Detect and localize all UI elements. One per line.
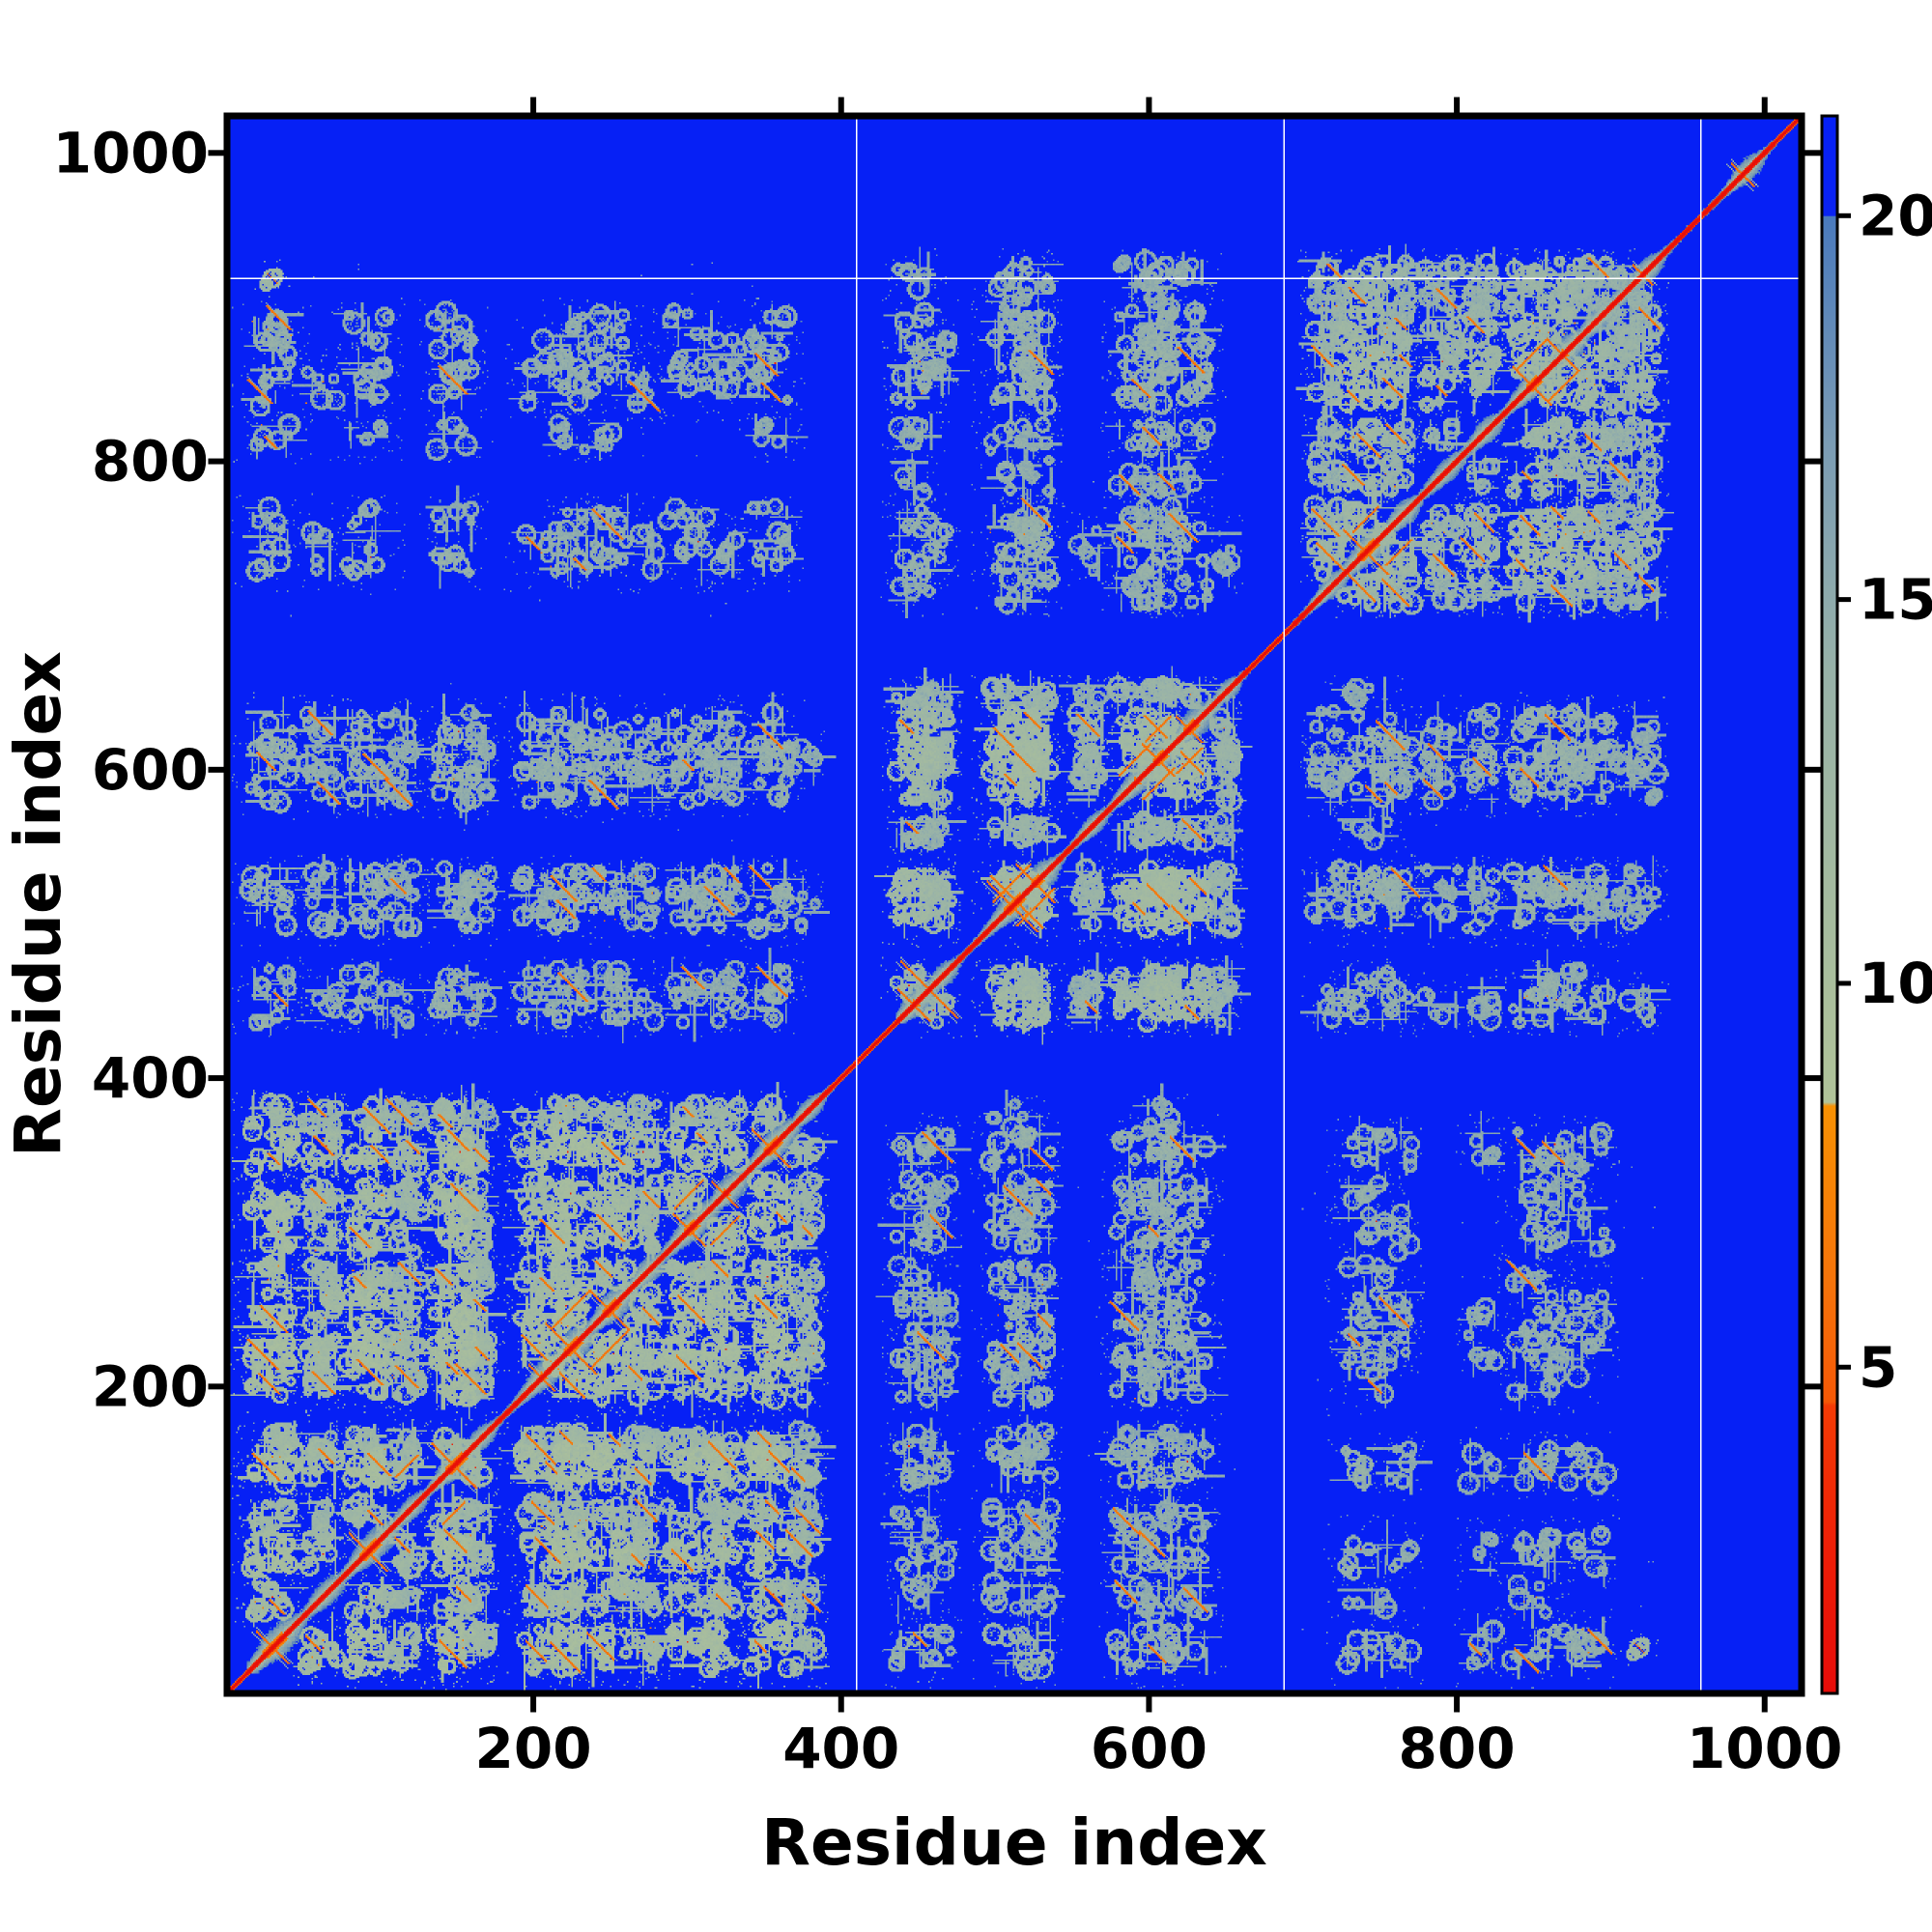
y-tick-label: 200 [92, 1353, 209, 1419]
plot-border [223, 112, 1805, 1697]
x-tick-label: 800 [1399, 1716, 1516, 1781]
colorbar-tick-label: 5 [1859, 1334, 1897, 1400]
colorbar-tick-label: 15 [1859, 567, 1932, 633]
x-tick-label: 1000 [1687, 1716, 1842, 1781]
colorbar [1820, 114, 1839, 1695]
y-tick-label: 400 [92, 1045, 209, 1111]
colorbar-ticks: 5 10 15 20 [1838, 183, 1932, 1400]
x-tick-label: 400 [782, 1716, 899, 1781]
y-tick-label: 1000 [53, 120, 209, 185]
y-tick-label: 600 [92, 737, 209, 803]
distance-map-heatmap [227, 116, 1802, 1693]
tick-marks [208, 97, 1821, 1713]
y-axis-label: Residue index [1, 651, 75, 1157]
y-tick-label: 800 [92, 429, 209, 495]
x-axis-label: Residue index [761, 1805, 1267, 1880]
x-tick-label: 600 [1091, 1716, 1208, 1781]
colorbar-tick-label: 10 [1859, 951, 1932, 1016]
colorbar-tick-label: 20 [1859, 183, 1932, 248]
tick-labels: 200 400 600 800 1000 200 400 600 800 1000 [53, 120, 1843, 1781]
x-tick-label: 200 [475, 1716, 592, 1781]
